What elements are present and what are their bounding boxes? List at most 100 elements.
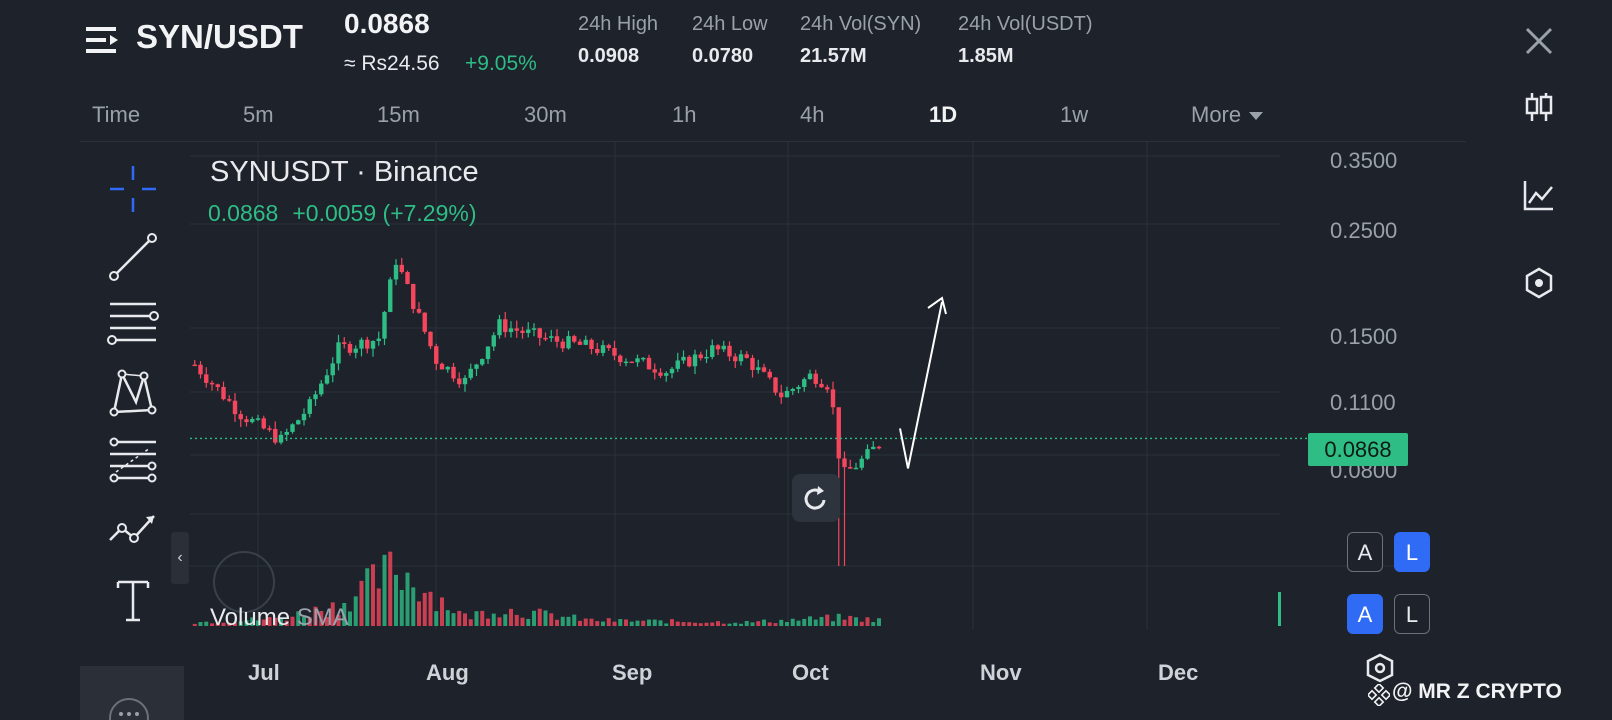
x-tick: Dec bbox=[1158, 660, 1199, 685]
candle-body bbox=[784, 391, 790, 398]
close-icon[interactable] bbox=[1522, 24, 1556, 58]
candle-body bbox=[577, 341, 583, 345]
candle-body bbox=[537, 328, 542, 338]
volume-bar bbox=[284, 620, 289, 626]
candle-body bbox=[744, 354, 749, 358]
candle-body bbox=[652, 369, 657, 373]
candle-body bbox=[779, 392, 784, 398]
candle-body bbox=[227, 399, 232, 401]
volume-bar bbox=[658, 620, 663, 626]
tab-4h[interactable]: 4h bbox=[800, 102, 825, 127]
candle-body bbox=[330, 363, 335, 376]
candle-body bbox=[503, 319, 508, 333]
candlestick-icon[interactable] bbox=[1522, 90, 1556, 124]
candle-body bbox=[244, 419, 249, 423]
candle-body bbox=[485, 346, 491, 360]
volume-auto-scale-button[interactable]: A bbox=[1347, 594, 1383, 634]
volume-bar bbox=[629, 621, 634, 626]
candle-body bbox=[549, 336, 554, 338]
reset-chart-button[interactable] bbox=[792, 474, 840, 522]
volume-bar bbox=[514, 614, 519, 626]
chart-title: SYNUSDT · Binance bbox=[210, 156, 479, 188]
volume-bar bbox=[670, 619, 674, 626]
volume-bar bbox=[273, 617, 278, 626]
volume-bar bbox=[802, 618, 807, 626]
indicator-icon[interactable] bbox=[1522, 178, 1556, 212]
candle-body bbox=[669, 368, 675, 374]
candle-body bbox=[750, 357, 755, 370]
candle-body bbox=[480, 359, 485, 365]
candle-body bbox=[307, 399, 312, 414]
volume-bar bbox=[215, 623, 220, 626]
candle-body bbox=[600, 345, 606, 353]
candle-body bbox=[704, 356, 709, 359]
collapse-toolbar-button[interactable]: ‹ bbox=[171, 532, 189, 584]
volume-bar bbox=[480, 610, 485, 626]
tab-more[interactable]: More bbox=[1191, 102, 1264, 128]
volume-bar bbox=[865, 617, 870, 626]
pattern-icon[interactable] bbox=[106, 366, 160, 420]
settings-hex-icon[interactable] bbox=[1522, 266, 1556, 300]
volume-bar bbox=[192, 623, 197, 626]
crosshair-icon[interactable] bbox=[106, 162, 160, 216]
volume-bar bbox=[854, 617, 858, 626]
candle-body bbox=[428, 331, 433, 347]
fib-icon[interactable] bbox=[106, 434, 160, 488]
volume-log-scale-button[interactable]: L bbox=[1394, 594, 1430, 634]
trendline-icon[interactable] bbox=[106, 230, 160, 284]
candle-body bbox=[681, 356, 686, 361]
tab-1h[interactable]: 1h bbox=[672, 102, 697, 127]
y-tick: 0.1100 bbox=[1330, 390, 1396, 415]
candle-body bbox=[434, 346, 439, 364]
price-chart[interactable] bbox=[190, 142, 1466, 642]
candle-body bbox=[825, 387, 830, 390]
candle-body bbox=[457, 378, 462, 385]
candle-body bbox=[439, 363, 445, 370]
candle-body bbox=[209, 382, 215, 385]
volume-bar bbox=[382, 554, 387, 626]
polyline-icon[interactable] bbox=[106, 502, 160, 556]
tab-15m[interactable]: 15m bbox=[377, 102, 420, 127]
volume-bar bbox=[727, 623, 732, 626]
candle-body bbox=[313, 394, 318, 400]
volume-bar bbox=[606, 618, 611, 626]
volume-bar bbox=[394, 574, 398, 626]
volume-bar bbox=[296, 611, 301, 626]
candle-body bbox=[606, 345, 611, 349]
auto-scale-button[interactable]: A bbox=[1347, 532, 1383, 572]
settings-hex-icon[interactable] bbox=[1364, 652, 1396, 684]
candle-body bbox=[388, 279, 393, 312]
ohlc-change: +0.0059 (+7.29%) bbox=[292, 200, 477, 226]
candle-body bbox=[376, 338, 381, 342]
volume-bar bbox=[842, 619, 847, 626]
candle-body bbox=[807, 373, 813, 380]
x-tick: Aug bbox=[426, 660, 469, 685]
tab-1d[interactable]: 1D bbox=[929, 102, 958, 127]
candle-body bbox=[290, 424, 295, 432]
horizontal-lines-icon[interactable] bbox=[106, 298, 160, 352]
candle-body bbox=[301, 413, 307, 421]
volume-bar bbox=[836, 613, 841, 626]
tab-5m[interactable]: 5m bbox=[243, 102, 274, 127]
tab-30m[interactable]: 30m bbox=[524, 102, 567, 127]
menu-icon[interactable] bbox=[86, 24, 122, 56]
text-icon[interactable] bbox=[106, 574, 160, 628]
volume-bar bbox=[509, 608, 513, 626]
volume-bar bbox=[566, 616, 571, 626]
tab-1w[interactable]: 1w bbox=[1060, 102, 1089, 127]
volume-bar bbox=[819, 616, 824, 626]
candle-body bbox=[468, 368, 473, 378]
candle-body bbox=[859, 458, 864, 468]
volume-bar bbox=[342, 602, 347, 626]
volume-bar bbox=[578, 620, 582, 626]
volume-bar bbox=[750, 622, 755, 626]
pair-title[interactable]: SYN/USDT bbox=[136, 18, 303, 55]
volume-bar bbox=[445, 610, 450, 626]
volume-bar bbox=[486, 618, 490, 626]
log-scale-button[interactable]: L bbox=[1394, 532, 1430, 572]
volume-bar bbox=[267, 617, 272, 626]
volume-bar bbox=[210, 623, 214, 626]
toolbar-more-button[interactable] bbox=[80, 666, 184, 720]
tab-time[interactable]: Time bbox=[92, 102, 141, 127]
volume-bar bbox=[532, 610, 536, 626]
